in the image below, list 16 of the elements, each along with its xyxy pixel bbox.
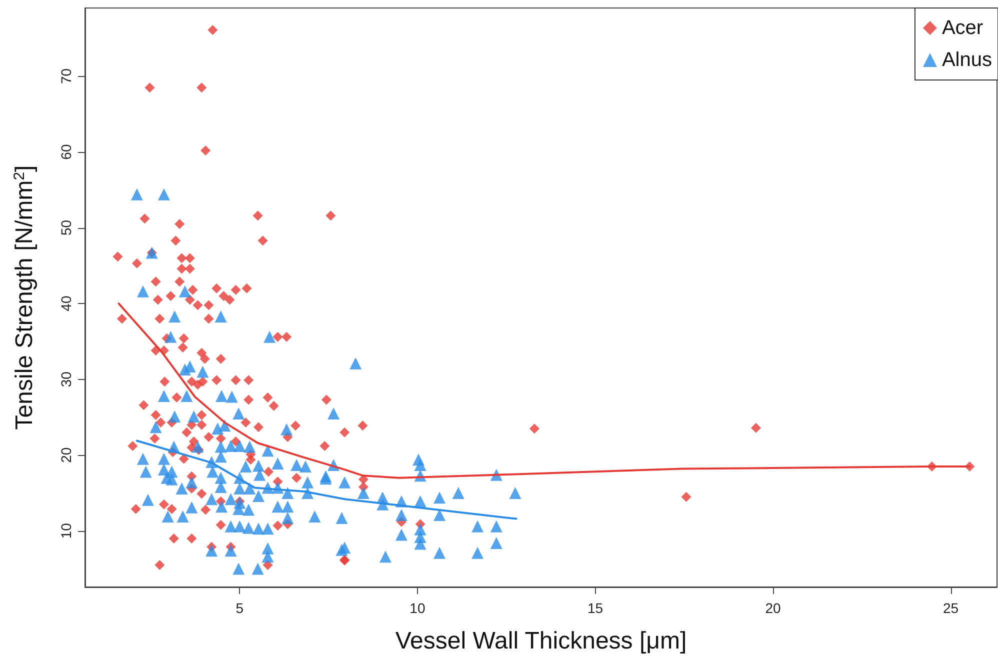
x-axis-title: Vessel Wall Thickness [μm] xyxy=(395,628,687,654)
y-tick-label: 70 xyxy=(58,68,74,84)
y-tick-label: 20 xyxy=(58,447,74,463)
x-tick-label: 15 xyxy=(587,600,604,616)
y-tick-label: 10 xyxy=(58,522,74,539)
y-axis-title: Tensile Strength [N/mm2] xyxy=(11,165,38,430)
y-tick-label: 30 xyxy=(58,371,74,388)
x-tick-label: 10 xyxy=(410,600,426,616)
legend-label: Acer xyxy=(942,17,984,39)
x-tick-label: 20 xyxy=(765,600,781,616)
legend-label: Alnus xyxy=(942,49,992,71)
y-tick-label: 60 xyxy=(58,144,74,160)
x-tick-label: 5 xyxy=(236,600,244,616)
y-tick-label: 50 xyxy=(58,220,74,236)
x-tick-label: 25 xyxy=(942,600,959,616)
y-tick-label: 40 xyxy=(58,296,74,312)
